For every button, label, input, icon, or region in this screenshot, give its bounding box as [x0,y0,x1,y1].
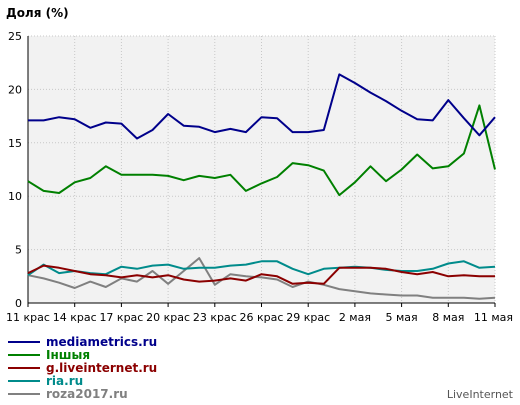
series-layer [27,73,496,300]
x-tick-label: 29 крас [286,311,330,324]
plot-area [27,35,496,307]
x-tick-label: 2 мая [339,311,371,324]
legend-label: mediametrics.ru [46,335,157,349]
x-tick-label: 20 крас [146,311,190,324]
x-tick-label: 17 крас [99,311,143,324]
y-tick-label: 15 [8,137,22,150]
y-tick-label: 5 [15,244,22,257]
legend: mediametrics.ruІншыяg.liveinternet.ruria… [8,335,157,401]
x-tick-label: 11 крас [6,311,50,324]
credit-label: LiveInternet [447,388,514,401]
x-tick-label: 8 мая [432,311,464,324]
series-line-- [27,104,496,197]
series-line-roza2017-ru [27,257,496,300]
legend-label: Іншыя [46,348,90,362]
x-tick-label: 14 крас [53,311,97,324]
x-tick-label: 11 мая [474,311,513,324]
series-line-g-liveinternet-ru [27,264,495,285]
x-tick-label: 23 крас [193,311,237,324]
chart-title: Доля (%) [6,6,69,20]
y-axis-ticks: 0 5 10 15 20 25 [8,30,22,310]
legend-label: roza2017.ru [46,387,128,401]
x-tick-label: 5 мая [386,311,418,324]
y-tick-label: 20 [8,83,22,96]
y-tick-label: 0 [15,297,22,310]
x-axis-ticks: 11 крас 14 крас 17 крас 20 крас 23 крас 26 кр… [6,311,513,324]
plot-background [28,36,495,303]
series-line-mediametrics-ru [28,73,496,140]
legend-label: g.liveinternet.ru [46,361,157,375]
legend-label: ria.ru [46,374,83,388]
x-tick-label: 26 крас [240,311,284,324]
y-tick-label: 10 [8,190,22,203]
y-tick-label: 25 [8,30,22,43]
